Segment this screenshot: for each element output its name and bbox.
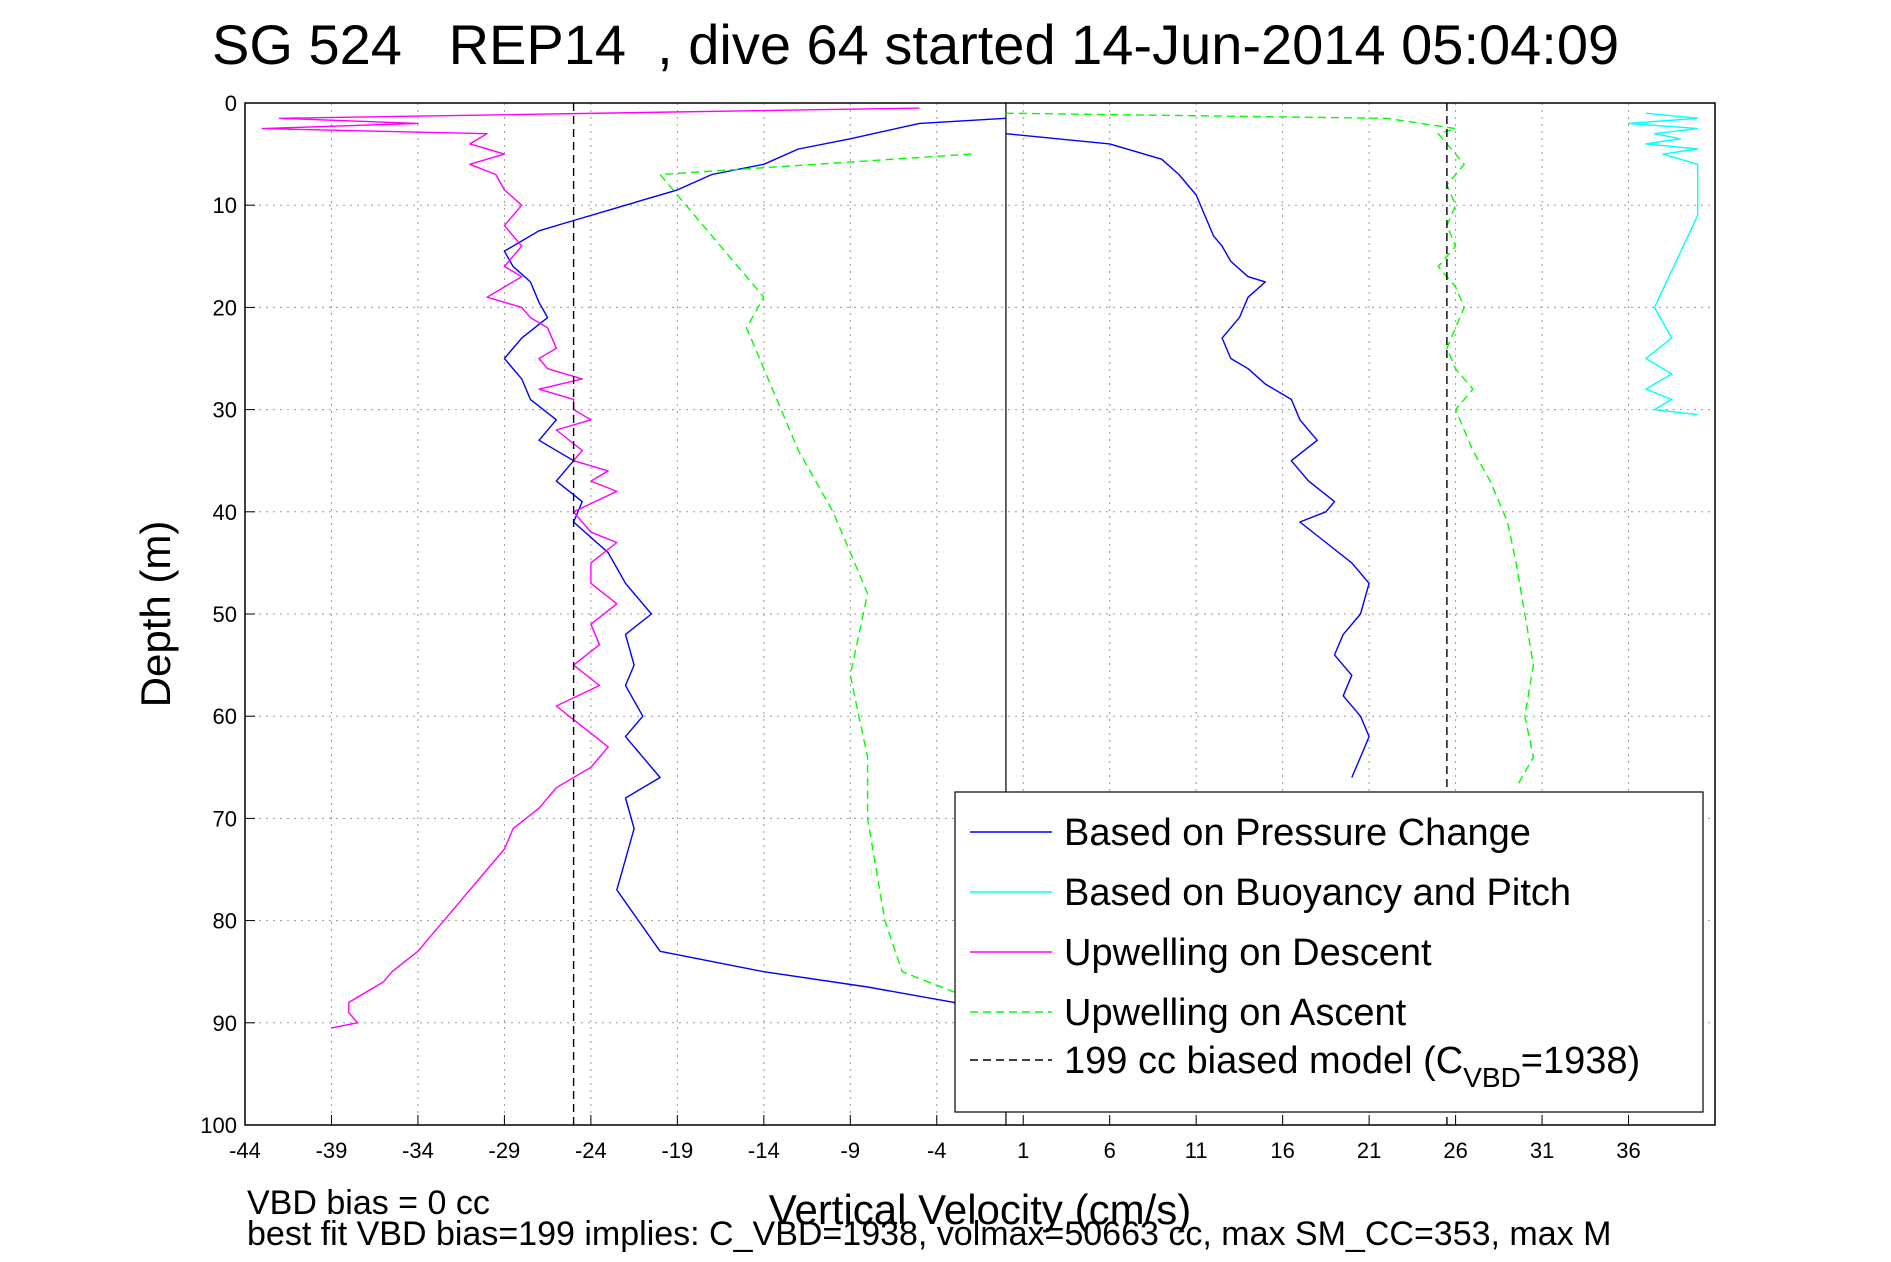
y-tick-label-0: 0	[225, 91, 237, 116]
x-tick-labels: -44 -39 -34 -29 -24 -19 -14 -9 -4 1 6 11 16 21 26 31 36	[229, 1115, 1641, 1163]
legend-label-model-suffix: =1938)	[1521, 1040, 1640, 1082]
x-tick-label-9: 1	[1017, 1138, 1029, 1163]
x-tick-label-11: 11	[1185, 1138, 1208, 1163]
y-tick-label-9: 90	[213, 1011, 237, 1036]
x-tick-label-13: 21	[1357, 1138, 1381, 1163]
x-axis-label: Vertical Velocity (cm/s)	[769, 1186, 1191, 1233]
x-tick-label-3: -29	[489, 1138, 521, 1163]
x-tick-label-10: 6	[1104, 1138, 1116, 1163]
y-axis-label: Depth (m)	[132, 521, 179, 708]
y-tick-label-4: 40	[213, 500, 237, 525]
x-tick-label-12: 16	[1270, 1138, 1294, 1163]
x-tick-label-7: -9	[841, 1138, 861, 1163]
x-tick-label-0: -44	[229, 1138, 261, 1163]
y-tick-label-10: 100	[200, 1113, 237, 1138]
series-line-based-on-buoyancy-and-pitch-2	[1627, 112, 1699, 416]
series-line-based-on-pressure-change-1	[1005, 133, 1370, 778]
chart-title: SG 524 REP14 , dive 64 started 14-Jun-20…	[212, 13, 1619, 76]
series-layer	[261, 103, 1699, 1125]
y-tick-label-1: 10	[213, 193, 237, 218]
y-tick-label-6: 60	[213, 704, 237, 729]
y-tick-label-3: 30	[213, 398, 237, 423]
legend-label-model-prefix: 199 cc biased model (C	[1064, 1040, 1463, 1082]
legend-label-descent: Upwelling on Descent	[1064, 932, 1432, 974]
y-tick-label-2: 20	[213, 295, 237, 320]
legend-label-buoyancy: Based on Buoyancy and Pitch	[1064, 872, 1571, 914]
y-tick-label-7: 70	[213, 806, 237, 831]
x-tick-label-16: 36	[1616, 1138, 1640, 1163]
series-line-upwelling-on-descent-3	[261, 107, 920, 1029]
legend-box	[954, 791, 1704, 1113]
x-tick-label-5: -19	[661, 1138, 693, 1163]
footer-line-2: best fit VBD bias=199 implies: C_VBD=193…	[247, 1215, 1611, 1253]
legend-label-model: 199 cc biased model (CVBD=1938)	[1064, 1040, 1640, 1093]
y-tick-label-5: 50	[213, 602, 237, 627]
x-tick-label-4: -24	[575, 1138, 607, 1163]
y-tick-labels: 0 10 20 30 40 50 60 70 80 90 100	[200, 91, 255, 1138]
legend-label-ascent: Upwelling on Ascent	[1064, 992, 1407, 1034]
legend-label-pressure: Based on Pressure Change	[1064, 812, 1531, 854]
footer-line-1: VBD bias = 0 cc	[247, 1184, 490, 1222]
series-line-upwelling-on-ascent-5	[659, 153, 972, 993]
x-tick-label-14: 26	[1443, 1138, 1467, 1163]
y-tick-label-8: 80	[213, 909, 237, 934]
x-tick-label-2: -34	[402, 1138, 434, 1163]
legend-label-model-sub: VBD	[1463, 1062, 1521, 1093]
x-tick-label-1: -39	[316, 1138, 348, 1163]
x-tick-label-15: 31	[1530, 1138, 1554, 1163]
legend: Based on Pressure Change Based on Buoyan…	[954, 791, 1704, 1113]
series-line-based-on-pressure-change-0	[503, 117, 1006, 1024]
x-tick-label-6: -14	[748, 1138, 780, 1163]
x-tick-label-8: -4	[927, 1138, 947, 1163]
